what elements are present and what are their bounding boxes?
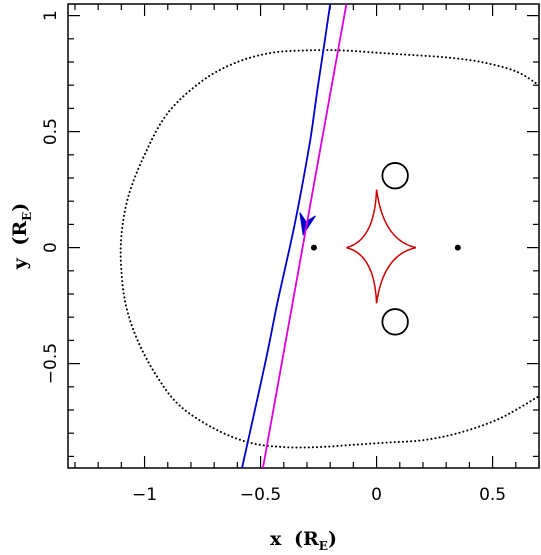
x-axis-label: x (RE) [270,528,337,553]
x-tick-label: −1 [132,485,157,505]
y-tick-label: 0.5 [41,118,61,145]
critical-curve [119,49,539,449]
plot-frame [67,3,540,469]
plot-area [119,4,539,468]
y-axis-label: y (RE) [9,203,34,271]
y-tick-label: 1 [41,10,61,21]
x-tick-label: 0.5 [479,485,506,505]
x-tick-label: 0 [371,485,382,505]
fit-trajectory [262,4,348,468]
x-tick-label: −0.5 [240,485,281,505]
tick-labels: −1 −0.5 0 0.5 1 0.5 0 −0.5 [41,10,506,505]
source-trajectory [241,4,332,468]
axis-ticks [68,4,540,468]
central-caustic [346,189,417,304]
planetary-caustic [381,308,409,336]
lens-point [454,244,461,251]
y-tick-label: 0 [41,242,61,253]
planetary-caustic [381,162,409,190]
plot-marks [119,4,539,468]
y-tick-label: −0.5 [41,343,61,384]
lens-point [310,244,317,251]
